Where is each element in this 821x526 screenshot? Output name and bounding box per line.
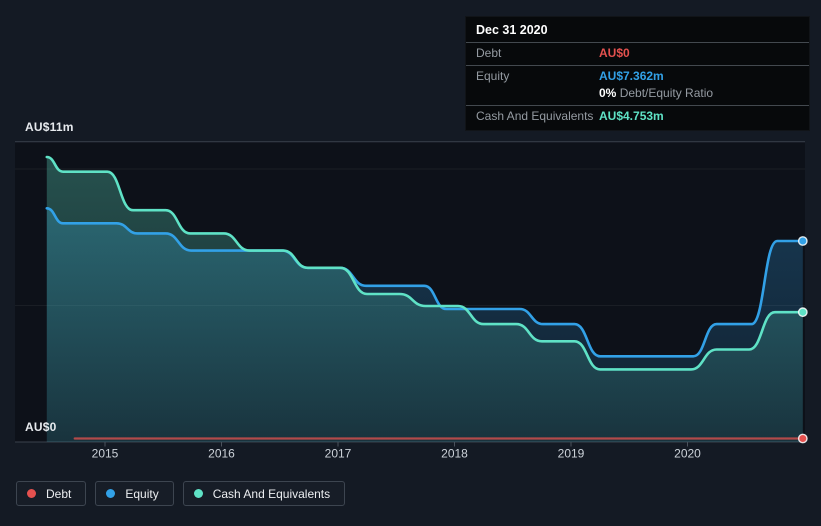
x-tick-label-2017: 2017 <box>325 447 352 461</box>
x-tick-label-2018: 2018 <box>441 447 468 461</box>
legend-item-equity[interactable]: Equity <box>95 481 174 506</box>
cash-endpoint-dot[interactable] <box>797 307 808 318</box>
x-tick-label-2016: 2016 <box>208 447 235 461</box>
cash-line <box>45 155 805 371</box>
y-axis-zero-label: AU$0 <box>25 420 57 434</box>
y-axis-max-label: AU$11m <box>25 120 74 134</box>
equity-dot-icon <box>106 489 116 498</box>
tooltip-debt-equity-ratio: 0% Debt/Equity Ratio <box>599 86 714 100</box>
tooltip-equity-label: Equity <box>476 69 510 83</box>
tooltip-debt-label: Debt <box>476 46 502 60</box>
legend-debt-label: Debt <box>46 486 72 501</box>
tooltip-cash-label: Cash And Equivalents <box>476 109 594 123</box>
tooltip-row-debt: Debt AU$0 <box>466 42 809 65</box>
cash-area-fill <box>46 157 803 442</box>
tooltip: Dec 31 2020 Debt AU$0 Equity AU$7.362m 0… <box>465 16 810 131</box>
legend-item-cash[interactable]: Cash And Equivalents <box>182 481 346 506</box>
tooltip-row-equity: Equity AU$7.362m 0% Debt/Equity Ratio <box>466 65 809 105</box>
legend-cash-label: Cash And Equivalents <box>212 486 331 501</box>
x-tick-label-2019: 2019 <box>558 447 585 461</box>
debt-endpoint-dot[interactable] <box>797 433 808 444</box>
legend-equity-label: Equity <box>125 486 159 501</box>
tooltip-row-cash: Cash And Equivalents AU$4.753m <box>466 105 809 130</box>
x-tick-label-2015: 2015 <box>92 447 119 461</box>
equity-line <box>45 207 805 358</box>
tooltip-debt-value: AU$0 <box>599 46 630 60</box>
legend-item-debt[interactable]: Debt <box>16 481 87 506</box>
cash-dot-icon <box>193 489 203 498</box>
equity-endpoint-dot[interactable] <box>797 236 808 246</box>
debt-dot-icon <box>27 489 36 498</box>
x-tick-label-2020: 2020 <box>674 447 701 461</box>
tooltip-cash-value: AU$4.753m <box>599 109 664 123</box>
tooltip-date: Dec 31 2020 <box>476 23 548 37</box>
legend: Debt Equity Cash And Equivalents <box>16 481 346 506</box>
tooltip-equity-value: AU$7.362m <box>599 69 664 83</box>
